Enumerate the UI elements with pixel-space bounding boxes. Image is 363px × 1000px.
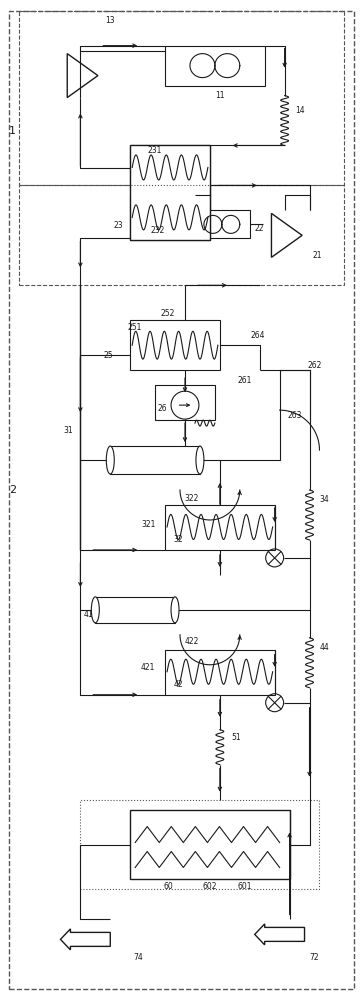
Text: 602: 602 bbox=[203, 882, 217, 891]
Bar bbox=[80, 800, 319, 889]
Text: 60: 60 bbox=[163, 882, 173, 891]
Text: 232: 232 bbox=[151, 226, 165, 235]
Text: 44: 44 bbox=[319, 643, 329, 652]
Bar bbox=[155, 385, 215, 420]
Text: 51: 51 bbox=[231, 733, 241, 742]
Text: 72: 72 bbox=[310, 953, 319, 962]
Text: 25: 25 bbox=[103, 351, 113, 360]
Text: 1: 1 bbox=[9, 126, 16, 136]
Text: 26: 26 bbox=[157, 404, 167, 413]
Text: 32: 32 bbox=[173, 535, 183, 544]
Text: 263: 263 bbox=[287, 411, 302, 420]
FancyArrow shape bbox=[61, 929, 110, 950]
Text: 264: 264 bbox=[250, 331, 265, 340]
Text: 22: 22 bbox=[255, 224, 265, 233]
Text: 262: 262 bbox=[307, 361, 322, 370]
Text: 13: 13 bbox=[106, 16, 115, 25]
Text: 34: 34 bbox=[319, 495, 329, 504]
Bar bbox=[130, 320, 220, 370]
Bar bbox=[130, 195, 210, 240]
Text: 31: 31 bbox=[64, 426, 73, 435]
Text: 42: 42 bbox=[173, 680, 183, 689]
Text: 252: 252 bbox=[161, 309, 175, 318]
Text: 321: 321 bbox=[141, 520, 155, 529]
Text: 21: 21 bbox=[313, 251, 322, 260]
Bar bbox=[195, 210, 250, 238]
Text: 2: 2 bbox=[9, 485, 16, 495]
Text: 251: 251 bbox=[128, 323, 142, 332]
Ellipse shape bbox=[91, 597, 99, 623]
FancyArrow shape bbox=[255, 924, 305, 945]
Text: 11: 11 bbox=[215, 91, 225, 100]
Text: 322: 322 bbox=[185, 494, 199, 503]
Text: 422: 422 bbox=[185, 637, 199, 646]
Bar bbox=[110, 446, 200, 474]
Bar bbox=[19, 185, 344, 285]
Bar bbox=[95, 597, 175, 623]
Text: 41: 41 bbox=[83, 610, 93, 619]
Text: 601: 601 bbox=[237, 882, 252, 891]
Text: 261: 261 bbox=[237, 376, 252, 385]
Ellipse shape bbox=[106, 446, 114, 474]
Bar bbox=[130, 810, 290, 879]
Text: 421: 421 bbox=[141, 663, 155, 672]
Text: 14: 14 bbox=[295, 106, 304, 115]
Bar bbox=[130, 145, 210, 190]
Text: 23: 23 bbox=[113, 221, 123, 230]
Bar bbox=[165, 505, 275, 550]
Ellipse shape bbox=[171, 597, 179, 623]
Bar bbox=[130, 145, 210, 240]
Text: 231: 231 bbox=[148, 146, 162, 155]
Text: 74: 74 bbox=[133, 953, 143, 962]
Bar bbox=[165, 650, 275, 695]
Bar bbox=[19, 11, 344, 185]
Bar bbox=[165, 46, 265, 86]
Ellipse shape bbox=[196, 446, 204, 474]
